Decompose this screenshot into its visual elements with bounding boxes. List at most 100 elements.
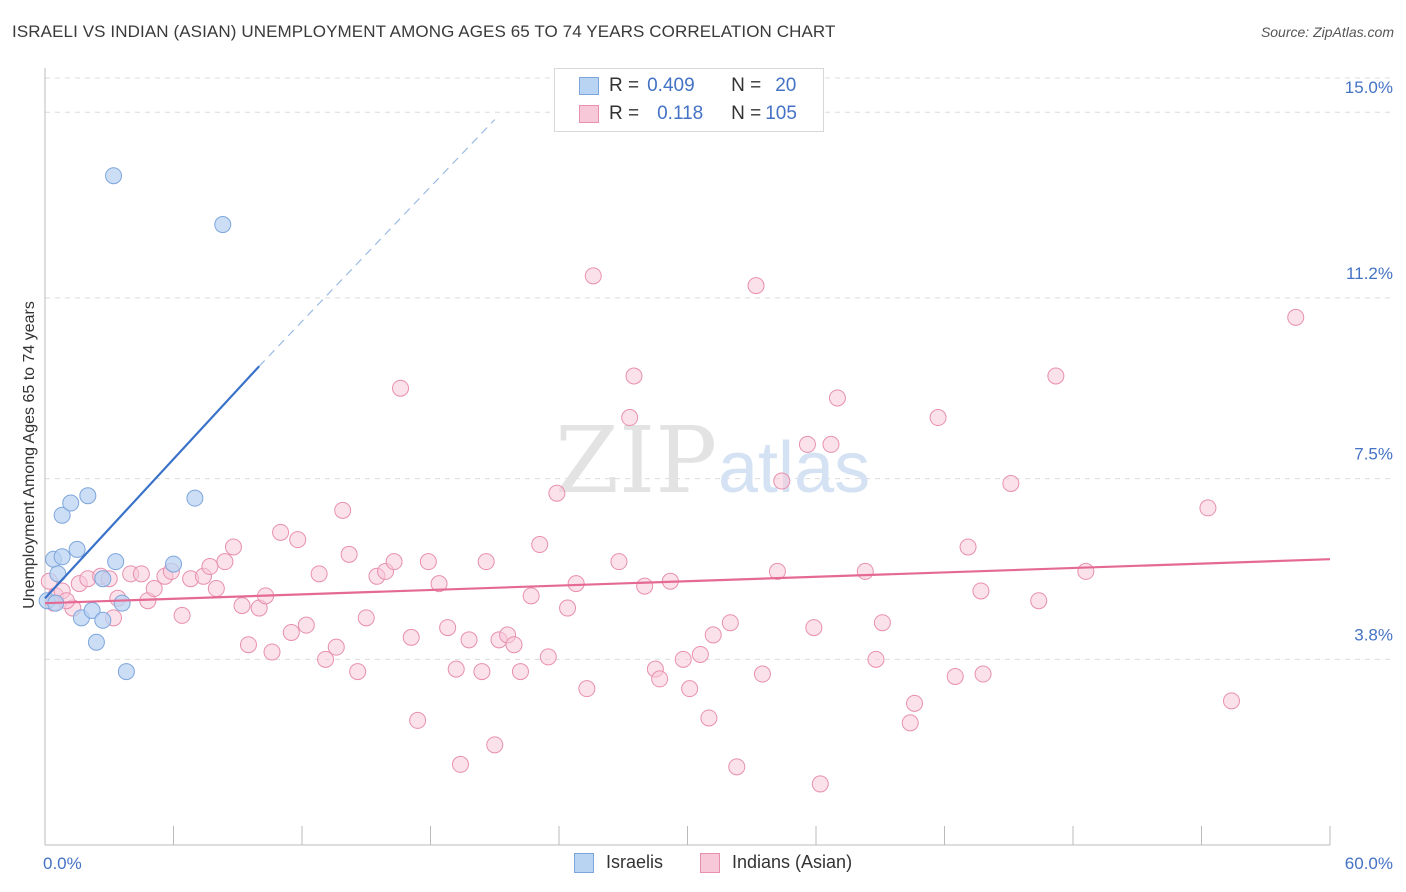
indians-point [636, 577, 654, 595]
indians-point [700, 709, 718, 727]
indians-point [901, 714, 919, 732]
indians-point [773, 472, 791, 490]
indians-point [1222, 692, 1240, 710]
gridlines [45, 77, 1392, 660]
legend-item-indians: Indians (Asian) [700, 852, 852, 873]
indians-point [578, 680, 596, 698]
indians-point [972, 582, 990, 600]
indians-point [233, 597, 251, 615]
indians-point [224, 538, 242, 556]
indians-point [289, 531, 307, 549]
indians-point [522, 587, 540, 605]
indians-point [385, 553, 403, 571]
israelis-point [107, 553, 125, 571]
indians-point [681, 680, 699, 698]
israelis-point [94, 611, 112, 629]
indians-point [447, 660, 465, 678]
israelis-trendline [44, 365, 260, 600]
indians-point [946, 667, 964, 685]
indians-point [747, 277, 765, 295]
indians-point [867, 650, 885, 668]
legend-n-value: 105 [765, 103, 797, 124]
indians-point [873, 614, 891, 632]
indians-point [505, 636, 523, 654]
indians-swatch [579, 105, 599, 123]
indians-point [392, 379, 410, 397]
legend-r-value: 0.409 [647, 75, 695, 96]
indians-point [1030, 592, 1048, 610]
watermark-zip: ZIP [555, 407, 717, 514]
indians-point [798, 435, 816, 453]
indians-point [691, 645, 709, 663]
indians-point [451, 755, 469, 773]
indians-swatch [700, 852, 720, 873]
indians-point [1077, 562, 1095, 580]
israelis-point [62, 494, 80, 512]
indians-point [721, 614, 739, 632]
x-tick-label: 0.0% [43, 854, 82, 873]
indians-point [625, 367, 643, 385]
israelis-point [94, 570, 112, 588]
indians-point [753, 665, 771, 683]
indians-point [297, 616, 315, 634]
legend-n-value: 20 [775, 75, 797, 96]
legend-row-israelis: R = 0.409 N = 20 [579, 75, 796, 97]
indians-point [621, 409, 639, 427]
x-tick-label: 60.0% [1345, 854, 1393, 873]
series-legend: Israelis Indians (Asian) [0, 852, 1406, 878]
axes [44, 68, 1331, 846]
source-label: Source: ZipAtlas.com [1260, 24, 1394, 40]
israelis-point [186, 489, 204, 507]
israelis-point [79, 487, 97, 505]
indians-point [317, 650, 335, 668]
israelis-point [49, 565, 67, 583]
trendlines [44, 119, 1331, 605]
legend-r-label: R = [609, 75, 640, 96]
indians-point [768, 562, 786, 580]
y-tick-label: 11.2% [1346, 264, 1393, 283]
indians-point [272, 523, 290, 541]
indians-point [477, 553, 495, 571]
indians-point [906, 694, 924, 712]
indians-point [674, 650, 692, 668]
indians-point [559, 599, 577, 617]
indians-point [460, 631, 478, 649]
indians-point [828, 389, 846, 407]
indians-point [805, 619, 823, 637]
israelis-swatch [579, 77, 599, 95]
indians-point [239, 636, 257, 654]
legend-label-indians: Indians (Asian) [732, 852, 853, 872]
legend-row-indians: R = 0.118 N = 105 [579, 103, 797, 125]
legend-n-label: N = [731, 103, 762, 124]
series-indians-asian [40, 267, 1305, 793]
y-tick-label: 7.5% [1354, 445, 1393, 464]
indians-point [473, 663, 491, 681]
israelis-point [68, 540, 86, 558]
israelis-point [53, 548, 71, 566]
indians-point [340, 545, 358, 563]
watermark: ZIP atlas [555, 407, 870, 514]
indians-point [310, 565, 328, 583]
indians-point [334, 501, 352, 519]
indians-point [201, 558, 219, 576]
indians-point [207, 580, 225, 598]
indians-point [811, 775, 829, 793]
indians-point [1047, 367, 1065, 385]
legend-label-israelis: Israelis [606, 852, 664, 872]
indians-point [327, 638, 345, 656]
y-axis-label: Unemployment Among Ages 65 to 74 years [21, 301, 38, 609]
series-israelis [38, 167, 232, 681]
indians-point [822, 435, 840, 453]
indians-point [929, 409, 947, 427]
indians-point [145, 580, 163, 598]
indians-point [1199, 499, 1217, 517]
israelis-point [53, 506, 71, 524]
israelis-swatch [574, 852, 594, 873]
israelis-point [214, 216, 232, 234]
indians-point [856, 562, 874, 580]
indians-point [1002, 474, 1020, 492]
israelis-point [87, 633, 105, 651]
indians-point [539, 648, 557, 666]
indians-point [511, 663, 529, 681]
